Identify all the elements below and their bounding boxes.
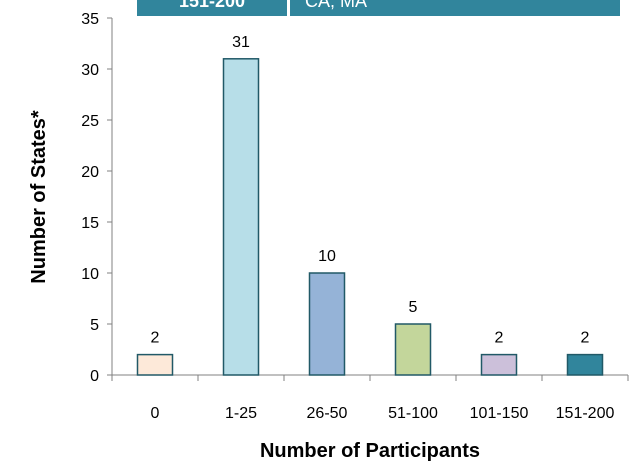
data-label-1-25: 31 — [232, 34, 250, 51]
x-axis-ticks: 0 1-25 26-50 51-100 101-150 151-200 — [111, 375, 629, 422]
banner-right-cell — [290, 0, 620, 16]
x-axis-title: Number of Participants — [260, 440, 480, 462]
data-label-0: 2 — [151, 330, 160, 347]
bar-26-50 — [308, 272, 346, 376]
y-tick-label: 25 — [81, 113, 99, 130]
bar-51-100 — [394, 323, 432, 376]
bar-1-25 — [222, 58, 260, 376]
x-tick-label: 1-25 — [225, 405, 257, 422]
banner-left-text: 151-200 — [179, 0, 245, 11]
y-tick-label: 30 — [81, 62, 99, 79]
data-labels-group: 2 31 10 5 2 2 — [151, 34, 590, 347]
y-tick-label: 15 — [81, 215, 99, 232]
x-tick-label: 26-50 — [307, 405, 348, 422]
y-tick-label: 20 — [81, 164, 99, 181]
y-tick-label: 5 — [90, 317, 99, 334]
y-tick-label: 0 — [90, 368, 99, 385]
y-tick-label: 35 — [81, 11, 99, 28]
y-axis-ticks: 0 5 10 15 20 25 30 35 — [81, 11, 112, 385]
bar-151-200 — [566, 353, 604, 376]
bar-101-150 — [480, 353, 518, 376]
data-label-101-150: 2 — [495, 330, 504, 347]
top-banner: 151-200 CA, MA — [137, 0, 620, 16]
x-tick-label: 0 — [151, 405, 160, 422]
y-tick-label: 10 — [81, 266, 99, 283]
bar-0 — [136, 353, 174, 376]
banner-right-text: CA, MA — [305, 0, 367, 11]
x-tick-label: 51-100 — [388, 405, 438, 422]
data-label-26-50: 10 — [318, 248, 336, 265]
data-label-51-100: 5 — [409, 299, 418, 316]
bars-group — [136, 58, 604, 376]
x-tick-label: 151-200 — [556, 405, 615, 422]
x-tick-label: 101-150 — [470, 405, 529, 422]
y-axis-title: Number of States* — [28, 110, 50, 284]
banner-left-cell — [137, 0, 287, 16]
data-label-151-200: 2 — [581, 330, 590, 347]
